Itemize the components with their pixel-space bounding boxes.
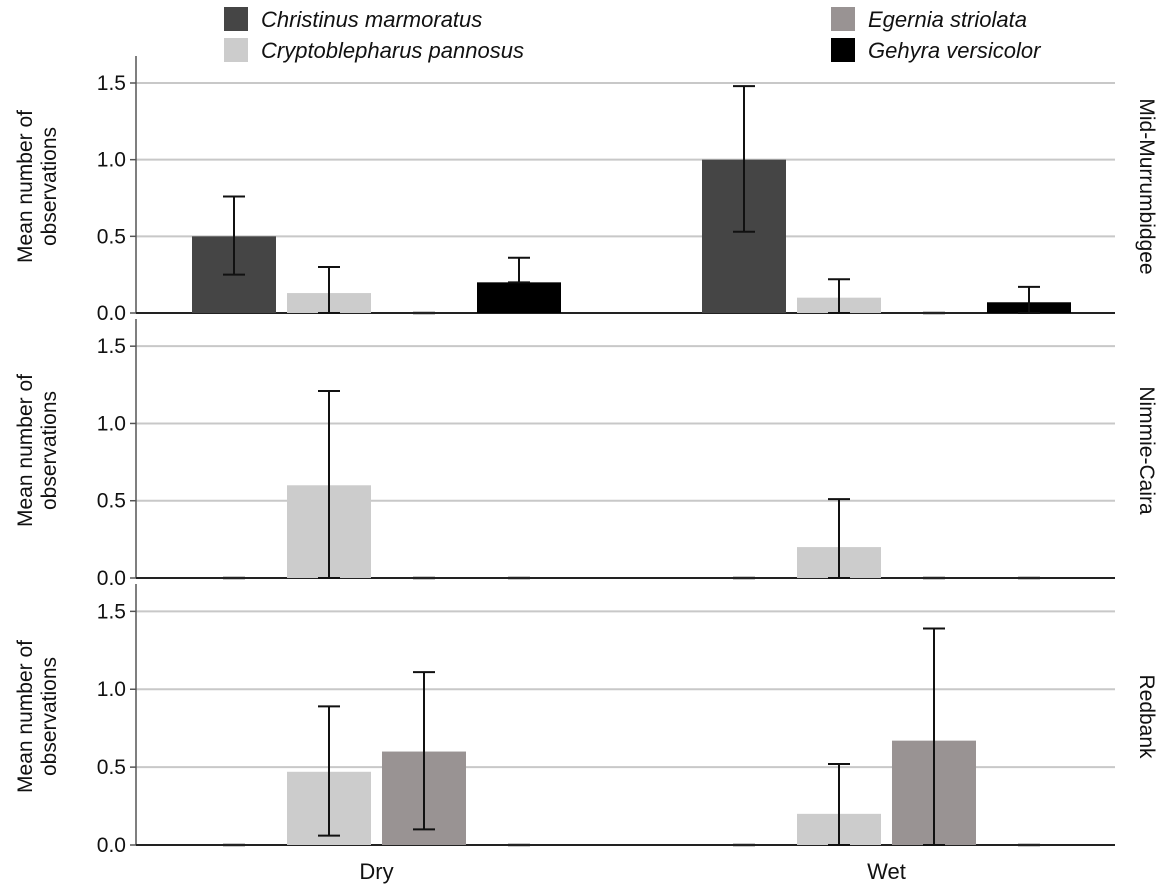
error-bar-cryptoblepharus-pannosus-wet bbox=[828, 763, 850, 846]
y-tick-label: 0.0 bbox=[97, 834, 126, 857]
error-bar-gehyra-versicolor-dry bbox=[508, 256, 530, 284]
y-tick-label: 0.0 bbox=[97, 302, 126, 325]
y-tick-label: 0.0 bbox=[97, 567, 126, 590]
panel-redbank: 0.0 0.5 1.0 1.5 Mean number ofobservations Re… bbox=[14, 584, 1158, 857]
y-tick-label: 1.0 bbox=[97, 412, 126, 435]
y-axis-title-line: observations bbox=[38, 127, 61, 246]
legend-label: Cryptoblepharus pannosus bbox=[261, 38, 524, 63]
facet-label-redbank: Redbank bbox=[1135, 674, 1158, 759]
legend-label: Egernia striolata bbox=[868, 7, 1027, 32]
facet-label-nimmie-caira: Nimmie-Caira bbox=[1135, 386, 1158, 515]
error-bar-cryptoblepharus-pannosus-dry bbox=[318, 266, 340, 314]
y-axis-title-line: observations bbox=[38, 657, 61, 776]
y-tick-label: 1.0 bbox=[97, 678, 126, 701]
legend-item-cryptoblepharus-pannosus: Cryptoblepharus pannosus bbox=[224, 38, 524, 63]
x-axis: Dry Wet bbox=[359, 859, 905, 884]
y-tick-label: 1.5 bbox=[97, 72, 126, 95]
y-axis-title-line: Mean number of bbox=[14, 640, 37, 793]
x-tick-label-wet: Wet bbox=[867, 859, 906, 884]
y-axis-title-line: Mean number of bbox=[14, 110, 37, 263]
error-bar-cryptoblepharus-pannosus-wet bbox=[828, 278, 850, 314]
y-tick-label: 1.5 bbox=[97, 335, 126, 358]
legend-item-christinus-marmoratus: Christinus marmoratus bbox=[224, 7, 482, 32]
error-bar-cryptoblepharus-pannosus-wet bbox=[828, 498, 850, 579]
legend-swatch bbox=[831, 38, 855, 62]
error-bar-egernia-striolata-dry bbox=[413, 671, 435, 831]
legend: Christinus marmoratus Cryptoblepharus pan… bbox=[224, 7, 1042, 63]
y-axis-title-line: observations bbox=[38, 391, 61, 510]
y-tick-label: 1.5 bbox=[97, 600, 126, 623]
y-tick-label: 1.0 bbox=[97, 149, 126, 172]
y-axis-title-line: Mean number of bbox=[14, 374, 37, 527]
legend-swatch bbox=[831, 7, 855, 31]
legend-item-egernia-striolata: Egernia striolata bbox=[831, 7, 1027, 32]
panel-mid-murrumbidgee: 0.0 0.5 1.0 1.5 Mean number ofobservations Mi… bbox=[14, 56, 1158, 325]
error-bar-cryptoblepharus-pannosus-dry bbox=[318, 705, 340, 837]
error-bar-christinus-marmoratus-wet bbox=[733, 85, 755, 233]
error-bar-egernia-striolata-wet bbox=[923, 627, 945, 846]
legend-label: Gehyra versicolor bbox=[868, 38, 1042, 63]
panel-nimmie-caira: 0.0 0.5 1.0 1.5 Mean number ofobservations Ni… bbox=[14, 319, 1158, 590]
y-tick-label: 0.5 bbox=[97, 225, 126, 248]
y-tick-label: 0.5 bbox=[97, 490, 126, 513]
y-axis-title: Mean number ofobservations bbox=[14, 110, 61, 263]
y-axis-title: Mean number ofobservations bbox=[14, 640, 61, 793]
y-axis-title: Mean number ofobservations bbox=[14, 374, 61, 527]
x-tick-label-dry: Dry bbox=[359, 859, 393, 884]
bar-gehyra-versicolor-dry bbox=[477, 282, 561, 313]
facet-label-mid-murrumbidgee: Mid-Murrumbidgee bbox=[1135, 98, 1158, 274]
legend-label: Christinus marmoratus bbox=[261, 7, 482, 32]
error-bar-cryptoblepharus-pannosus-dry bbox=[318, 390, 340, 579]
y-tick-label: 0.5 bbox=[97, 756, 126, 779]
legend-swatch bbox=[224, 7, 248, 31]
error-bar-christinus-marmoratus-dry bbox=[223, 195, 245, 276]
error-bar-gehyra-versicolor-wet bbox=[1018, 285, 1040, 314]
legend-item-gehyra-versicolor: Gehyra versicolor bbox=[831, 38, 1042, 63]
legend-swatch bbox=[224, 38, 248, 62]
